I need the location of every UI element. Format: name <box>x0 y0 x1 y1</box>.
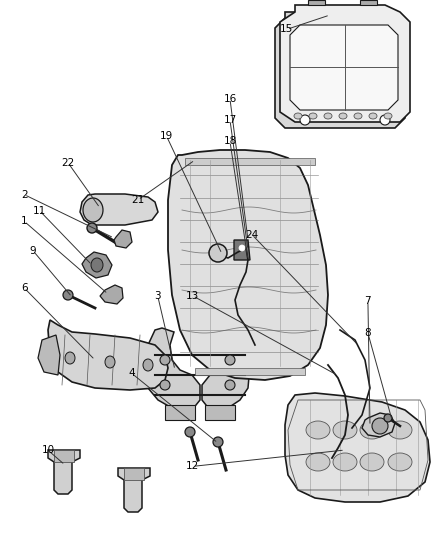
Ellipse shape <box>309 113 317 119</box>
Ellipse shape <box>306 421 330 439</box>
Ellipse shape <box>160 380 170 390</box>
Text: 12: 12 <box>186 462 199 471</box>
Polygon shape <box>100 285 123 304</box>
Polygon shape <box>285 393 430 502</box>
Polygon shape <box>280 5 410 122</box>
Ellipse shape <box>185 427 195 437</box>
Polygon shape <box>48 450 80 494</box>
Ellipse shape <box>369 113 377 119</box>
Ellipse shape <box>213 437 223 447</box>
Ellipse shape <box>333 421 357 439</box>
Text: 7: 7 <box>364 296 371 306</box>
Text: 2: 2 <box>21 190 28 199</box>
Ellipse shape <box>160 355 170 365</box>
Ellipse shape <box>83 198 103 222</box>
Ellipse shape <box>87 223 97 233</box>
Polygon shape <box>165 405 195 420</box>
Text: 9: 9 <box>29 246 36 255</box>
Ellipse shape <box>333 453 357 471</box>
Ellipse shape <box>63 290 73 300</box>
Polygon shape <box>185 158 315 165</box>
Text: 8: 8 <box>364 328 371 338</box>
Ellipse shape <box>105 356 115 368</box>
Text: 1: 1 <box>21 216 28 226</box>
Polygon shape <box>202 328 250 410</box>
Text: 19: 19 <box>160 131 173 141</box>
Polygon shape <box>308 0 325 5</box>
Polygon shape <box>145 328 200 410</box>
Ellipse shape <box>360 421 384 439</box>
Text: 15: 15 <box>280 25 293 34</box>
Ellipse shape <box>339 113 347 119</box>
Text: 16: 16 <box>223 94 237 103</box>
Polygon shape <box>205 405 235 420</box>
Polygon shape <box>360 0 377 5</box>
Ellipse shape <box>209 244 227 262</box>
Ellipse shape <box>65 352 75 364</box>
Polygon shape <box>80 194 158 225</box>
Ellipse shape <box>306 453 330 471</box>
Ellipse shape <box>380 115 390 125</box>
Ellipse shape <box>225 355 235 365</box>
Polygon shape <box>38 335 60 375</box>
Polygon shape <box>82 252 112 278</box>
Text: 3: 3 <box>154 291 161 301</box>
Text: 4: 4 <box>128 368 135 378</box>
Ellipse shape <box>324 113 332 119</box>
Polygon shape <box>114 230 132 248</box>
Ellipse shape <box>239 245 245 251</box>
Polygon shape <box>48 320 168 390</box>
Ellipse shape <box>143 359 153 371</box>
Ellipse shape <box>360 453 384 471</box>
Text: 11: 11 <box>33 206 46 215</box>
Polygon shape <box>275 12 405 128</box>
Polygon shape <box>362 413 395 437</box>
Text: 21: 21 <box>131 195 145 205</box>
Polygon shape <box>124 468 144 480</box>
Ellipse shape <box>384 113 392 119</box>
Text: 18: 18 <box>223 136 237 146</box>
Ellipse shape <box>91 258 103 272</box>
Ellipse shape <box>354 113 362 119</box>
Ellipse shape <box>372 418 388 434</box>
Polygon shape <box>195 368 305 375</box>
Polygon shape <box>168 150 328 380</box>
Text: 22: 22 <box>61 158 74 167</box>
Polygon shape <box>118 468 150 512</box>
Ellipse shape <box>300 115 310 125</box>
Text: 13: 13 <box>186 291 199 301</box>
Text: 24: 24 <box>245 230 258 239</box>
Text: 6: 6 <box>21 283 28 293</box>
Polygon shape <box>54 450 74 462</box>
Ellipse shape <box>388 453 412 471</box>
Ellipse shape <box>388 421 412 439</box>
Text: 17: 17 <box>223 115 237 125</box>
Text: 10: 10 <box>42 446 55 455</box>
Polygon shape <box>290 25 398 110</box>
Ellipse shape <box>225 380 235 390</box>
Polygon shape <box>234 240 250 260</box>
Ellipse shape <box>384 414 392 422</box>
Ellipse shape <box>294 113 302 119</box>
